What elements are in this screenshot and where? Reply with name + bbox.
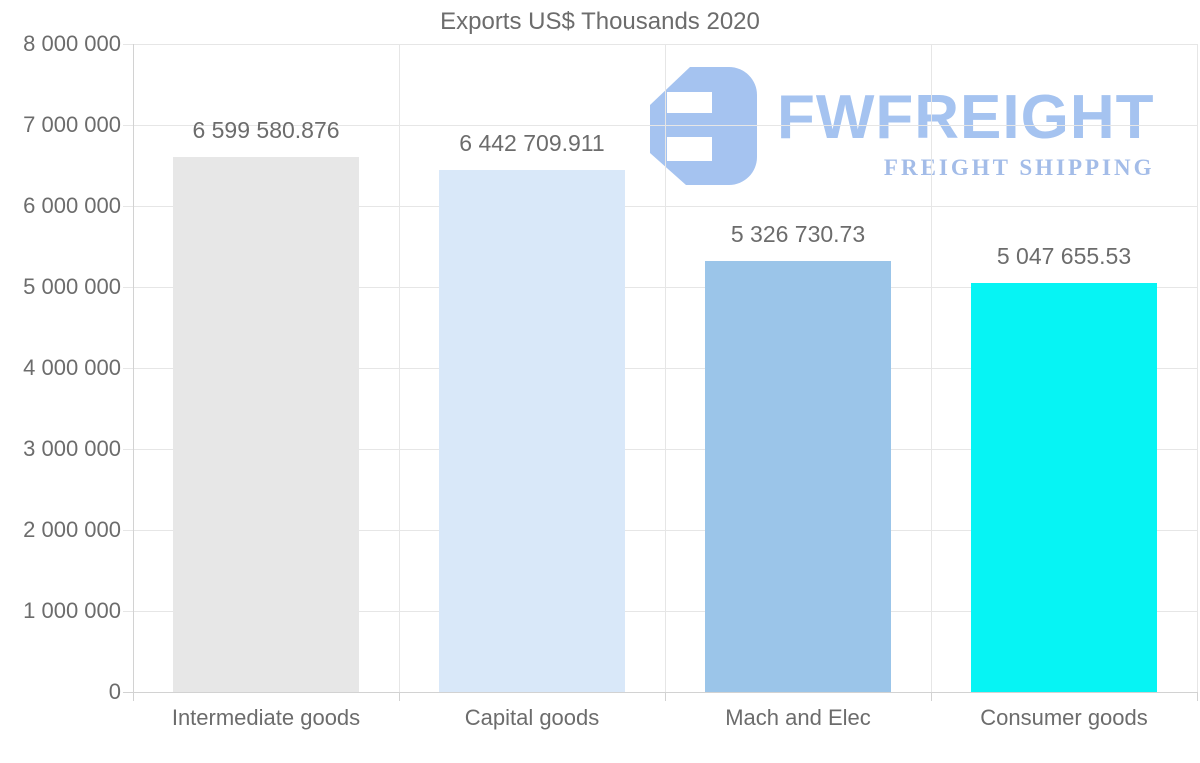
y-axis-label: 1 000 000 bbox=[23, 598, 121, 623]
gridline-horizontal bbox=[123, 529, 1197, 531]
x-axis-label: Capital goods bbox=[464, 705, 600, 730]
gridline-horizontal bbox=[123, 448, 1197, 450]
fwfreight-logo-icon bbox=[650, 67, 757, 185]
gridline-vertical bbox=[664, 44, 666, 692]
bar-value-label: 5 047 655.53 bbox=[996, 243, 1132, 269]
y-axis-label: 3 000 000 bbox=[23, 436, 121, 461]
gridline-horizontal bbox=[123, 367, 1197, 369]
gridline-vertical bbox=[1196, 44, 1198, 692]
x-axis-label: Intermediate goods bbox=[171, 705, 361, 730]
y-axis-label: 2 000 000 bbox=[23, 517, 121, 542]
y-axis-label: 5 000 000 bbox=[23, 274, 121, 299]
gridline-horizontal bbox=[123, 286, 1197, 288]
watermark-brand: FWFREIGHT bbox=[777, 83, 1155, 152]
gridline-horizontal bbox=[123, 205, 1197, 207]
y-axis-label: 6 000 000 bbox=[23, 193, 121, 218]
chart-title: Exports US$ Thousands 2020 bbox=[440, 8, 760, 35]
gridline-vertical bbox=[398, 44, 400, 692]
bar-value-label: 6 599 580.876 bbox=[192, 117, 340, 143]
x-axis-tick bbox=[1196, 692, 1198, 701]
gridline-horizontal bbox=[123, 610, 1197, 612]
x-axis-tick bbox=[398, 692, 400, 701]
gridline-vertical bbox=[930, 44, 932, 692]
bar-consumer-goods bbox=[971, 283, 1157, 692]
x-axis-label: Mach and Elec bbox=[725, 705, 871, 730]
bar-value-label: 5 326 730.73 bbox=[730, 221, 866, 247]
bar-intermediate-goods bbox=[173, 157, 359, 692]
x-axis-tick bbox=[664, 692, 666, 701]
gridline-horizontal bbox=[123, 43, 1197, 45]
y-axis-line bbox=[132, 44, 134, 701]
gridline-horizontal bbox=[123, 691, 1197, 693]
x-axis-tick bbox=[930, 692, 932, 701]
bar-mach-and-elec bbox=[705, 261, 891, 692]
y-axis-label: 0 bbox=[108, 679, 121, 704]
bar-capital-goods bbox=[439, 170, 625, 692]
y-axis-label: 4 000 000 bbox=[23, 355, 121, 380]
gridline-horizontal bbox=[123, 124, 1197, 126]
bar-value-label: 6 442 709.911 bbox=[459, 130, 605, 156]
y-axis-label: 8 000 000 bbox=[23, 31, 121, 56]
y-axis-label: 7 000 000 bbox=[23, 112, 121, 137]
x-axis-label: Consumer goods bbox=[980, 705, 1148, 730]
watermark: FWFREIGHT FREIGHT SHIPPING bbox=[650, 67, 1155, 185]
watermark-tagline: FREIGHT SHIPPING bbox=[883, 155, 1155, 180]
watermark-text: FWFREIGHT FREIGHT SHIPPING bbox=[777, 67, 1155, 181]
